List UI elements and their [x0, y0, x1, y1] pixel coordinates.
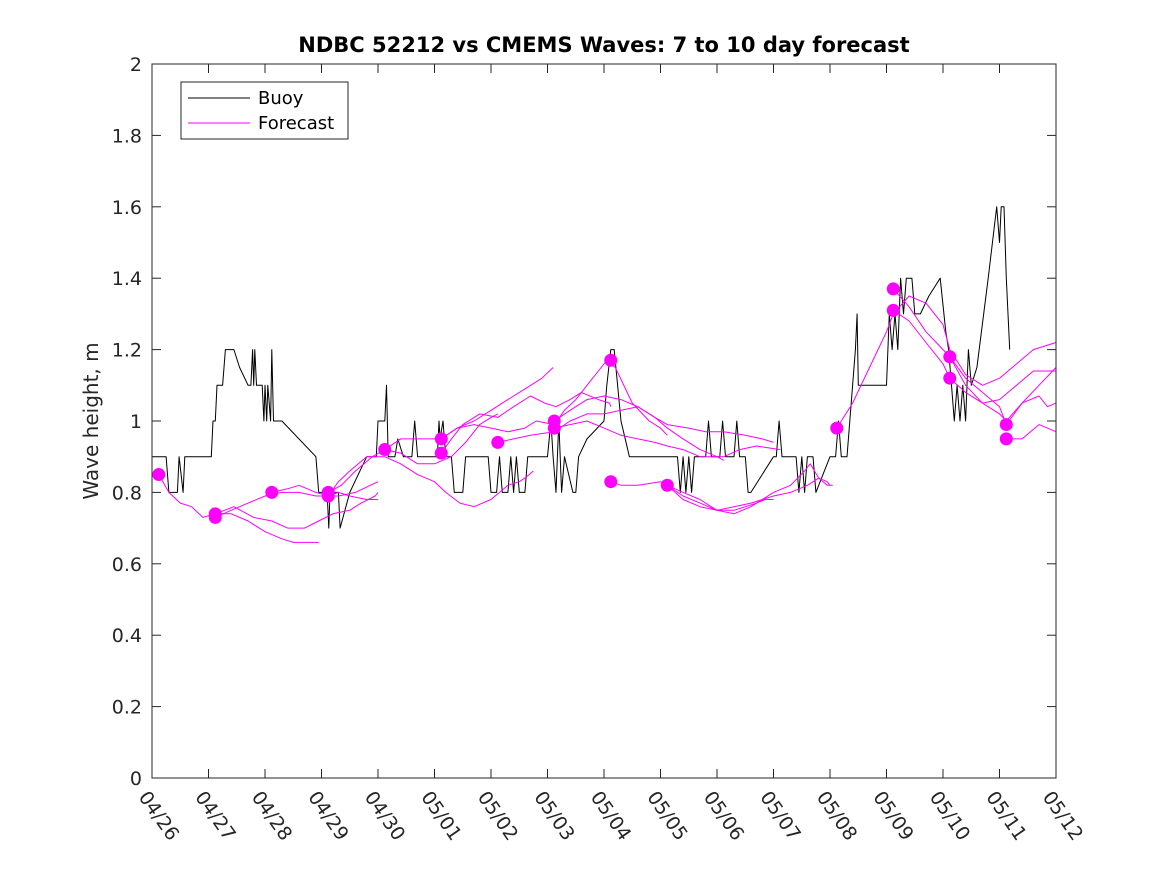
forecast-series-line-10: [497, 406, 725, 461]
forecast-series-line-15: [667, 484, 774, 511]
forecast-start-marker: [999, 432, 1013, 446]
forecast-start-marker: [434, 446, 448, 460]
forecast-series-line-3: [215, 492, 379, 529]
forecast-series-line-5: [328, 413, 499, 493]
forecast-series-line-20: [1006, 424, 1057, 440]
y-tick-label: 0.8: [112, 482, 142, 504]
forecast-series-line-14: [667, 463, 833, 515]
forecast-series-line-6: [327, 456, 534, 508]
forecast-series-line-8: [440, 391, 612, 454]
forecast-series-line-11: [554, 395, 774, 443]
forecast-start-marker: [943, 350, 957, 364]
y-tick-label: 1.6: [112, 197, 142, 219]
forecast-series-line-13: [610, 477, 831, 511]
forecast-series-line-16: [836, 295, 1057, 429]
forecast-start-marker: [604, 353, 618, 367]
forecast-start-marker: [491, 435, 505, 449]
series-layer: [152, 206, 1057, 543]
legend: Buoy Forecast: [180, 81, 349, 140]
forecast-start-marker: [547, 421, 561, 435]
forecast-series-line-17: [892, 288, 1057, 422]
forecast-start-marker: [378, 443, 392, 457]
y-tick-label: 0: [130, 768, 142, 790]
y-tick-label: 2: [130, 54, 142, 76]
forecast-series-line-2: [215, 481, 379, 518]
buoy-series-line: [152, 206, 1011, 529]
forecast-series-line-9: [441, 359, 668, 440]
y-tick-label: 0.4: [112, 625, 142, 647]
forecast-start-marker: [152, 468, 166, 482]
forecast-series-line-18: [893, 309, 1056, 404]
forecast-start-marker: [999, 418, 1013, 432]
legend-box: [180, 81, 349, 140]
forecast-series-line-7: [384, 367, 554, 451]
forecast-series-line-12: [554, 420, 781, 458]
y-tick-label: 0.6: [112, 554, 142, 576]
y-axis-label: Wave height, m: [79, 342, 103, 499]
marker-layer: [152, 282, 1013, 524]
forecast-start-marker: [321, 489, 335, 503]
legend-label-forecast: Forecast: [258, 113, 334, 134]
legend-label-buoy: Buoy: [258, 88, 304, 109]
y-tick-label: 1.8: [112, 125, 142, 147]
y-tick-label: 1.2: [112, 340, 142, 362]
forecast-start-marker: [434, 432, 448, 446]
forecast-start-marker: [943, 371, 957, 385]
forecast-start-marker: [265, 485, 279, 499]
chart-title: NDBC 52212 vs CMEMS Waves: 7 to 10 day f…: [298, 33, 909, 57]
y-tick-label: 1: [130, 411, 142, 433]
forecast-start-marker: [208, 510, 222, 524]
y-tick-label: 1.4: [112, 268, 142, 290]
forecast-start-marker: [886, 282, 900, 296]
forecast-start-marker: [660, 478, 674, 492]
y-tick-label: 0.2: [112, 697, 142, 719]
forecast-start-marker: [886, 303, 900, 317]
forecast-start-marker: [830, 421, 844, 435]
forecast-start-marker: [604, 475, 618, 489]
